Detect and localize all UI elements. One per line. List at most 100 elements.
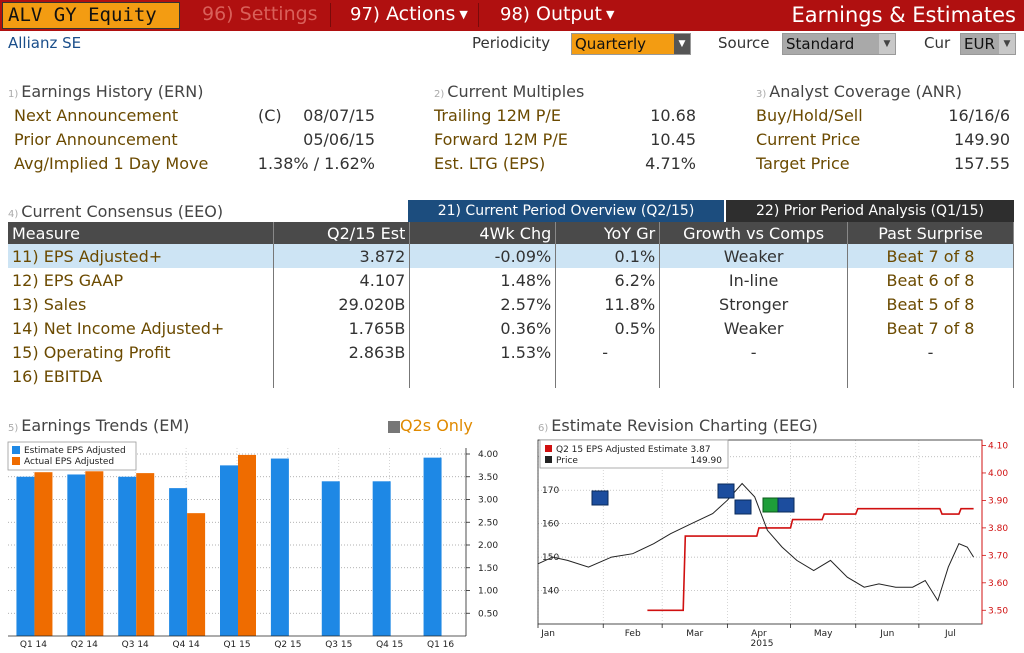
price-line[interactable] xyxy=(537,482,975,602)
event-marker[interactable] xyxy=(734,499,752,515)
right-y-tick-label: 4.10 xyxy=(988,441,1008,451)
actions-label: Actions xyxy=(385,3,456,25)
bar-estimate[interactable] xyxy=(118,476,137,636)
col-header-yoy[interactable]: YoY Gr xyxy=(555,222,661,244)
eeg-section-title[interactable]: 6) Estimate Revision Charting (EEG) xyxy=(538,416,818,435)
chevron-down-icon: ▼ xyxy=(605,8,615,21)
bar-estimate[interactable] xyxy=(220,465,238,636)
x-tick-label: Q3 15 xyxy=(325,640,352,650)
screen-title: Earnings & Estimates xyxy=(791,3,1016,27)
bar-estimate[interactable] xyxy=(67,474,86,636)
surprise-cell xyxy=(847,364,1014,388)
event-marker[interactable] xyxy=(591,490,609,506)
est-cell: 4.107 xyxy=(273,268,411,292)
col-header-measure[interactable]: Measure xyxy=(8,222,275,244)
q2s-only-toggle[interactable]: Q2s Only xyxy=(388,416,473,435)
bar-estimate[interactable] xyxy=(423,457,442,636)
x-tick-label: Q2 15 xyxy=(274,640,301,650)
tab-current-period[interactable]: 21) Current Period Overview (Q2/15) xyxy=(408,200,724,222)
comps-cell: Weaker xyxy=(659,244,849,268)
chg-cell: -0.09% xyxy=(409,244,557,268)
table-row[interactable]: 16) EBITDA xyxy=(8,364,1014,388)
measure-name: Operating Profit xyxy=(43,342,171,362)
measure-name: Sales xyxy=(43,294,87,314)
legend-swatch-estimate xyxy=(545,445,552,452)
settings-menu[interactable]: 96) Settings xyxy=(202,3,318,29)
function-bar: ALV GY Equity 96) Settings 97) Actions ▼ … xyxy=(0,0,1024,31)
x-tick-label: Feb xyxy=(625,629,641,639)
col-header-growth-comps[interactable]: Growth vs Comps xyxy=(659,222,849,244)
yoy-cell: 11.8% xyxy=(555,292,661,316)
bar-actual[interactable] xyxy=(34,472,53,636)
tab-prior-period[interactable]: 22) Prior Period Analysis (Q1/15) xyxy=(726,200,1014,222)
line-legend: Q2 15 EPS Adjusted Estimate 3.87 Price 1… xyxy=(539,439,729,469)
legend-swatch-estimate xyxy=(12,446,20,454)
bar-actual[interactable] xyxy=(136,473,155,636)
q2s-only-label: Q2s Only xyxy=(400,416,473,435)
table-row[interactable]: 13) Sales 29.020B 2.57% 11.8% Stronger B… xyxy=(8,292,1014,316)
source-dropdown[interactable]: Standard ▼ xyxy=(782,33,896,55)
x-tick-label: Q1 16 xyxy=(427,640,454,650)
col-header-4wk-chg[interactable]: 4Wk Chg xyxy=(409,222,557,244)
table-row[interactable]: 12) EPS GAAP 4.107 1.48% 6.2% In-line Be… xyxy=(8,268,1014,292)
target-price-value: 157.55 xyxy=(954,154,1010,173)
bar-actual[interactable] xyxy=(238,454,256,636)
ern-title: Earnings History (ERN) xyxy=(21,82,204,101)
surprise-cell: Beat 5 of 8 xyxy=(847,292,1014,316)
buy-hold-sell-label: Buy/Hold/Sell xyxy=(756,106,863,125)
x-tick-label: Q3 14 xyxy=(122,640,149,650)
checkbox-icon xyxy=(388,420,400,433)
line-axis: 1401501601701803.503.603.703.803.904.004… xyxy=(537,439,1008,639)
ticker-field[interactable]: ALV GY Equity xyxy=(2,2,180,29)
table-row[interactable]: 14) Net Income Adjusted+ 1.765B 0.36% 0.… xyxy=(8,316,1014,340)
table-row[interactable]: 11) EPS Adjusted+ 3.872 -0.09% 0.1% Weak… xyxy=(8,244,1014,268)
bar-actual[interactable] xyxy=(85,471,104,636)
eeo-section-title[interactable]: 4) Current Consensus (EEO) xyxy=(8,202,223,221)
y-tick-label: 4.00 xyxy=(478,450,498,460)
em-section-title[interactable]: 5) Earnings Trends (EM) xyxy=(8,416,189,435)
col-header-est[interactable]: Q2/15 Est xyxy=(273,222,411,244)
bar-estimate[interactable] xyxy=(270,458,289,636)
periodicity-dropdown[interactable]: Quarterly ▼ xyxy=(571,33,691,55)
yoy-cell: 0.1% xyxy=(555,244,661,268)
x-tick-label: Jan xyxy=(540,629,555,639)
bar-estimate[interactable] xyxy=(321,481,340,636)
periodicity-value: Quarterly xyxy=(575,35,646,53)
row-number: 13) xyxy=(12,294,39,314)
row-number: 12) xyxy=(12,270,39,290)
chg-cell xyxy=(409,364,557,388)
event-marker[interactable] xyxy=(717,483,735,499)
col-header-past-surprise[interactable]: Past Surprise xyxy=(847,222,1014,244)
output-menu[interactable]: 98) Output ▼ xyxy=(500,3,614,29)
section-number: 4) xyxy=(8,209,19,220)
bar-estimate[interactable] xyxy=(169,488,188,636)
event-marker[interactable] xyxy=(762,497,780,513)
event-markers[interactable] xyxy=(591,483,795,515)
legend-label-price: Price xyxy=(556,456,578,466)
estimate-line[interactable] xyxy=(647,507,974,612)
actions-menu[interactable]: 97) Actions ▼ xyxy=(350,3,468,29)
x-tick-label: Mar xyxy=(686,629,703,639)
surprise-cell: Beat 7 of 8 xyxy=(847,316,1014,340)
x-tick-label: Q4 14 xyxy=(173,640,200,650)
table-row[interactable]: 15) Operating Profit 2.863B 1.53% - - - xyxy=(8,340,1014,364)
est-cell: 1.765B xyxy=(273,316,411,340)
earnings-trends-chart: 0.50 1.00 1.50 2.00 2.50 3.00 3.50 4.00 Q1 14 Q2 … xyxy=(7,441,498,650)
bar-estimate[interactable] xyxy=(16,476,35,636)
trailing-pe-value: 10.68 xyxy=(650,106,696,125)
event-marker[interactable] xyxy=(777,497,795,513)
output-label: Output xyxy=(535,3,602,25)
measure-name: Net Income Adjusted+ xyxy=(43,318,225,338)
bar-axis: 0.50 1.00 1.50 2.00 2.50 3.00 3.50 4.00 Q1 14 Q2 … xyxy=(8,448,498,650)
forward-pe-label: Forward 12M P/E xyxy=(434,130,568,149)
buy-hold-sell-value: 16/16/6 xyxy=(948,106,1010,125)
ern-section-title[interactable]: 1) Earnings History (ERN) xyxy=(8,82,203,101)
bar-estimate[interactable] xyxy=(372,481,391,636)
multiples-title: Current Multiples xyxy=(447,82,585,101)
currency-dropdown[interactable]: EUR ▼ xyxy=(960,33,1016,55)
anr-section-title[interactable]: 3) Analyst Coverage (ANR) xyxy=(756,82,962,101)
currency-label: Cur xyxy=(924,34,951,52)
bar-actual[interactable] xyxy=(187,513,206,636)
settings-label: Settings xyxy=(239,3,318,25)
surprise-cell: - xyxy=(847,340,1014,364)
